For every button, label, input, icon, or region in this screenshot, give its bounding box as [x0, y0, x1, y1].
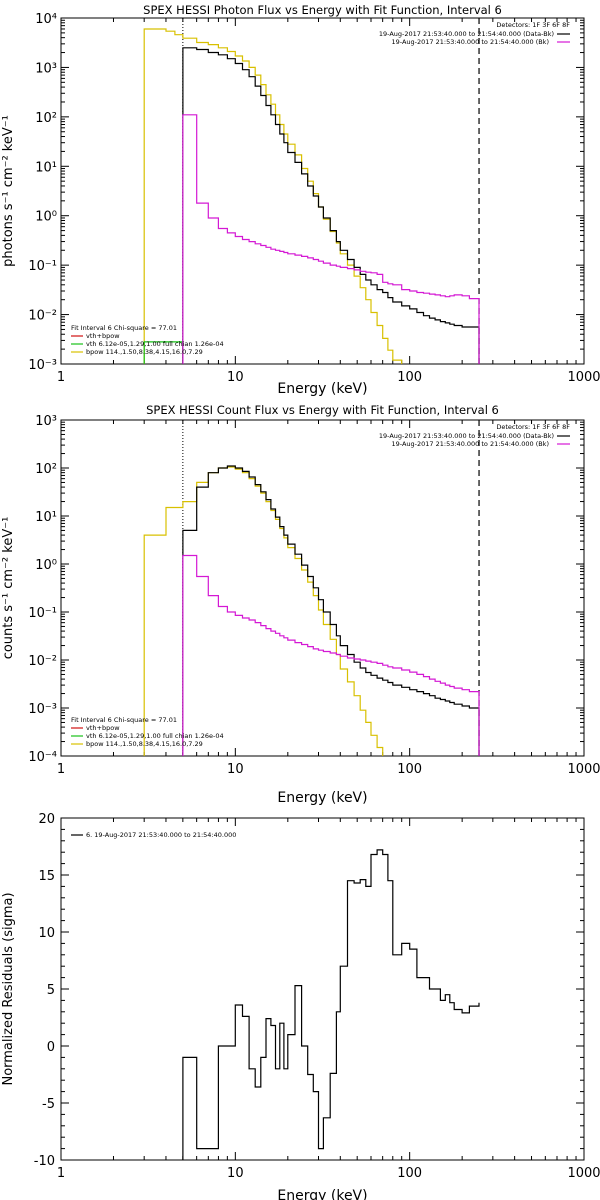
y-tick-label: 10² [35, 111, 57, 126]
x-tick-label: 10 [227, 762, 244, 777]
x-tick-label: 1 [57, 1166, 65, 1181]
legend-header: Detectors: 1F 3F 6F 8F [496, 423, 570, 431]
legend-label: 19-Aug-2017 21:53:40.000 to 21:54:40.000… [392, 440, 549, 448]
y-tick-label: 10⁻² [28, 654, 57, 669]
x-tick-label: 100 [397, 762, 422, 777]
legend-label: vth 6.12e-05,1.29,1.00 full chian 1.26e-… [86, 340, 224, 348]
x-tick-label: 100 [397, 370, 422, 385]
y-axis-label: photons s⁻¹ cm⁻² keV⁻¹ [1, 115, 16, 267]
x-tick-label: 10 [227, 1166, 244, 1181]
chart-panel-1: SPEX HESSI Photon Flux vs Energy with Fi… [1, 3, 600, 397]
x-tick-label: 1 [57, 762, 65, 777]
y-tick-label: 10 [38, 926, 55, 941]
x-tick-label: 10 [227, 370, 244, 385]
y-tick-label: 10⁴ [35, 12, 57, 27]
legend-header: Detectors: 1F 3F 6F 8F [496, 21, 570, 29]
y-tick-label: 10¹ [35, 510, 57, 525]
legend-header: Fit Interval 6 Chi-square = 77.01 [71, 716, 177, 724]
x-tick-label: 1000 [567, 762, 600, 777]
y-tick-label: 10⁻¹ [28, 259, 57, 274]
series-background [182, 554, 480, 756]
legend-label: 19-Aug-2017 21:53:40.000 to 21:54:40.000… [392, 38, 549, 46]
y-tick-label: 10² [35, 462, 57, 477]
legend-label: bpow 114.,1.50,8.38,4.15,16.0,7.29 [86, 348, 203, 356]
x-axis-label: Energy (keV) [277, 381, 367, 397]
y-tick-label: 10³ [35, 414, 57, 429]
y-tick-label: 10¹ [35, 160, 57, 175]
y-tick-label: 10⁻⁴ [28, 750, 57, 765]
legend-header: Fit Interval 6 Chi-square = 77.01 [71, 324, 177, 332]
chart-title: SPEX HESSI Photon Flux vs Energy with Fi… [143, 3, 502, 17]
legend-label: 19-Aug-2017 21:53:40.000 to 21:54:40.000… [379, 432, 554, 440]
legend-label: vth+bpow [86, 332, 120, 340]
y-tick-label: 10⁻³ [28, 702, 57, 717]
y-tick-label: 10⁻³ [28, 358, 57, 373]
y-tick-label: 10⁰ [35, 210, 57, 225]
series-data [182, 849, 480, 1160]
y-tick-label: 10⁰ [35, 558, 57, 573]
y-tick-label: -5 [42, 1097, 55, 1112]
legend-label: vth+bpow [86, 724, 120, 732]
legend-label: 19-Aug-2017 21:53:40.000 to 21:54:40.000… [379, 30, 554, 38]
y-tick-label: 10³ [35, 61, 57, 76]
y-axis-label: counts s⁻¹ cm⁻² keV⁻¹ [1, 517, 16, 660]
plot-frame [60, 419, 585, 757]
y-axis-label: Normalized Residuals (sigma) [1, 892, 16, 1085]
x-tick-label: 1000 [567, 1166, 600, 1181]
series-data [182, 465, 480, 756]
x-axis-label: Energy (keV) [277, 790, 367, 806]
y-tick-label: 0 [47, 1040, 55, 1055]
y-tick-label: -10 [34, 1154, 55, 1169]
chart-panel-2: SPEX HESSI Count Flux vs Energy with Fit… [1, 403, 600, 806]
y-tick-label: 10⁻² [28, 309, 57, 324]
series-background [182, 114, 480, 364]
y-tick-label: 15 [38, 869, 55, 884]
series-data [182, 47, 480, 364]
y-tick-label: 5 [47, 983, 55, 998]
legend-label: vth 6.12e-05,1.29,1.00 full chian 1.26e-… [86, 732, 224, 740]
chart-title: SPEX HESSI Count Flux vs Energy with Fit… [146, 403, 499, 417]
x-tick-label: 100 [397, 1166, 422, 1181]
chart-panel-3: 1 10 100 1000 Energy (keV) -10 -5 0 5 10 15 20 Norma… [1, 812, 600, 1200]
y-tick-label: 20 [38, 812, 55, 827]
legend-label: bpow 114.,1.50,8.38,4.15,16.0,7.29 [86, 740, 203, 748]
x-axis-label: Energy (keV) [277, 1188, 367, 1200]
x-tick-label: 1 [57, 370, 65, 385]
legend-label: 6. 19-Aug-2017 21:53:40.000 to 21:54:40.… [86, 831, 236, 839]
plot-frame [60, 17, 585, 365]
y-tick-label: 10⁻¹ [28, 606, 57, 621]
x-tick-label: 1000 [567, 370, 600, 385]
